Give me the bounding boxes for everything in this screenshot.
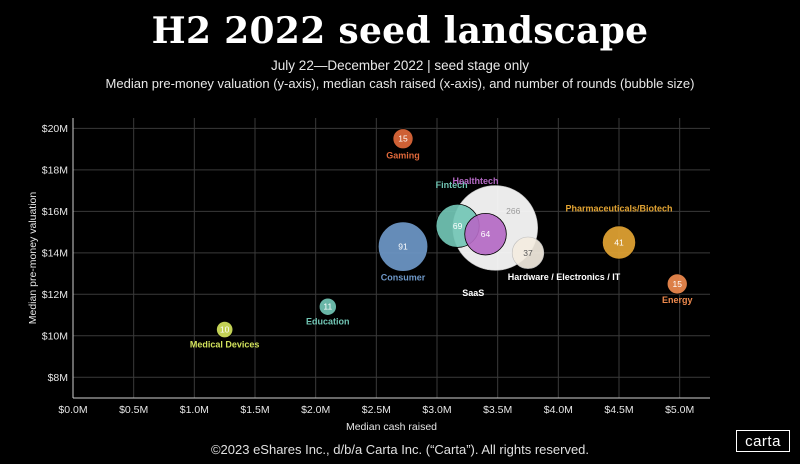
bubble-count: 15	[398, 134, 408, 144]
x-tick-label: $4.0M	[544, 404, 573, 416]
bubble-label: SaaS	[462, 288, 484, 298]
chart-description: Median pre-money valuation (y-axis), med…	[105, 76, 695, 91]
bubble-count: 11	[323, 302, 332, 312]
chart-title: H2 2022 seed landscape	[151, 10, 649, 52]
bubble-count: 69	[453, 221, 463, 231]
bubble-label: Education	[306, 317, 350, 327]
bubble	[377, 221, 429, 272]
bubble-label: Healthtech	[453, 176, 499, 186]
bubble	[216, 320, 234, 339]
bubble-count: 64	[481, 229, 491, 239]
x-tick-label: $0.5M	[119, 404, 148, 416]
x-tick-label: $2.0M	[301, 404, 330, 416]
bubble-count: 91	[398, 242, 408, 252]
bubble	[666, 273, 688, 295]
bubble-count: 266	[506, 206, 520, 216]
bubble-count: 10	[220, 325, 230, 335]
bubble-label: Medical Devices	[190, 340, 260, 350]
bubble-count: 37	[523, 248, 533, 258]
y-tick-label: $10M	[42, 330, 68, 342]
x-tick-label: $5.0M	[665, 404, 694, 416]
bubble-count: 15	[673, 279, 683, 289]
y-tick-label: $14M	[42, 247, 68, 259]
bubble-label: Hardware / Electronics / IT	[508, 272, 621, 282]
y-tick-label: $12M	[42, 289, 68, 301]
y-axis-title: Median pre-money valuation	[27, 192, 39, 325]
bubble	[464, 212, 507, 256]
copyright-footer: ©2023 eShares Inc., d/b/a Carta Inc. (“C…	[210, 442, 590, 457]
bubble-label: Pharmaceuticals/Biotech	[565, 203, 672, 213]
x-tick-label: $4.5M	[604, 404, 633, 416]
x-tick-label: $1.0M	[180, 404, 209, 416]
bubble-chart: $0.0M $0.5M $1.0M $1.5M $2.0M $2.5M $3.0M $3.5M…	[27, 118, 710, 433]
x-tick-label: $3.5M	[483, 404, 512, 416]
x-tick-label: $2.5M	[362, 404, 391, 416]
bubble-label: Gaming	[386, 151, 420, 161]
bubble-label: Consumer	[381, 273, 426, 283]
x-tick-label: $3.0M	[422, 404, 451, 416]
y-tick-label: $18M	[42, 164, 68, 176]
chart-subtitle: July 22—December 2022 | seed stage only	[271, 58, 529, 73]
carta-logo: carta	[736, 430, 790, 452]
bubble-label: Fintech	[436, 180, 468, 190]
y-tick-label: $20M	[42, 123, 68, 135]
bubble	[392, 128, 414, 150]
y-tick-label: $8M	[48, 372, 68, 384]
bubble	[511, 236, 545, 269]
x-axis-title: Median cash raised	[346, 421, 437, 433]
bubble-count: 41	[614, 237, 624, 247]
bubble	[318, 297, 337, 316]
bubble	[601, 225, 637, 260]
y-tick-label: $16M	[42, 206, 68, 218]
bubble-label: Energy	[662, 295, 693, 305]
x-tick-label: $0.0M	[58, 404, 87, 416]
x-tick-label: $1.5M	[240, 404, 269, 416]
